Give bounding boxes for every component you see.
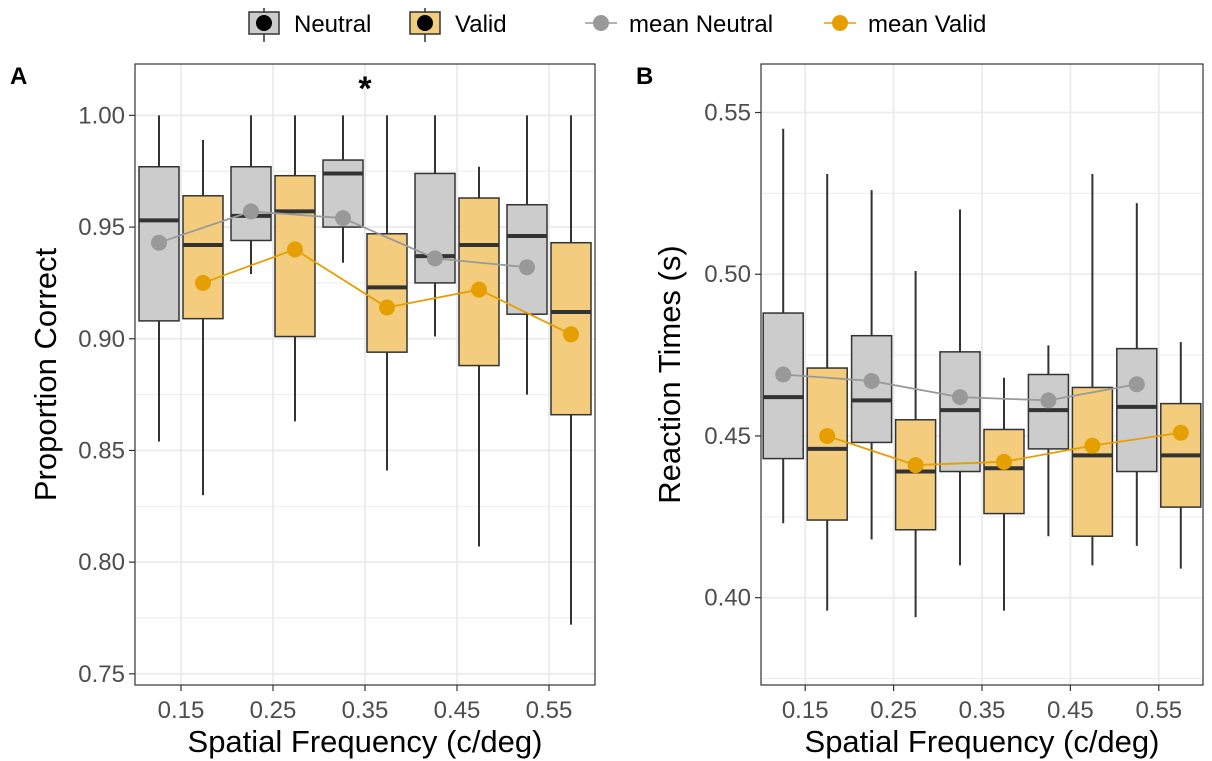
legend-item-neutral: Neutral	[248, 8, 371, 42]
legend-label-mean-neutral: mean Neutral	[629, 11, 773, 38]
box	[983, 428, 1025, 515]
y-tick-label: 0.95	[78, 214, 125, 241]
legend-label-neutral: Neutral	[294, 11, 371, 38]
x-tick-label: 0.35	[342, 697, 389, 724]
mean-valid-point-0.55	[563, 326, 579, 343]
x-tick-label: 0.35	[959, 697, 1006, 724]
legend-label-mean-valid: mean Valid	[868, 11, 986, 38]
mean-neutral-point-0.35	[952, 389, 968, 406]
box-neutral-0.15	[762, 128, 804, 524]
box-valid-0.35	[366, 115, 408, 471]
mean-valid-point-0.55	[1172, 424, 1189, 441]
box	[806, 367, 848, 521]
y-tick-label: 0.85	[78, 437, 125, 464]
legend-item-mean-neutral: mean Neutral	[585, 11, 773, 38]
box-neutral-0.25	[850, 190, 893, 540]
y-tick-label: 1.00	[78, 102, 125, 129]
box	[414, 172, 456, 284]
mean-valid-point-0.35	[996, 453, 1012, 470]
x-tick-label: 0.45	[1047, 697, 1094, 724]
x-tick-label: 0.15	[158, 697, 205, 724]
mean-neutral-point-0.25	[243, 203, 259, 220]
box	[182, 195, 224, 320]
box	[1116, 347, 1158, 473]
y-axis-title: Reaction Times (s)	[652, 245, 687, 503]
mean-valid-point-0.15	[195, 274, 211, 291]
box	[762, 312, 804, 460]
y-tick-label: 0.50	[704, 261, 751, 288]
mean-neutral-point-0.55	[1128, 376, 1145, 393]
x-tick-label: 0.25	[870, 697, 917, 724]
x-tick-label: 0.45	[434, 697, 481, 724]
mean-neutral-point-0.15	[775, 366, 792, 383]
mean-valid-point-0.15	[819, 427, 836, 444]
mean-neutral-point-0.55	[519, 259, 535, 276]
x-tick-label: 0.55	[526, 697, 573, 724]
box-valid-0.45	[1071, 173, 1114, 566]
significance-annotation: *	[358, 70, 372, 108]
legend-item-mean-valid: mean Valid	[824, 11, 986, 38]
box	[850, 334, 893, 444]
box-neutral-0.15	[138, 115, 180, 442]
x-axis-title: Spatial Frequency (c/deg)	[805, 724, 1160, 759]
y-tick-label: 0.45	[704, 423, 751, 450]
y-tick-label: 0.75	[78, 661, 125, 688]
panel-label: B	[636, 63, 653, 90]
box	[1071, 386, 1114, 537]
mean-neutral-point-0.15	[151, 234, 167, 251]
box-neutral-0.35	[939, 209, 981, 566]
mean-neutral-point-0.45	[1040, 392, 1057, 409]
mean-valid-point-0.35	[379, 299, 395, 316]
box-valid-0.45	[458, 166, 500, 547]
mean-neutral-point-0.45	[427, 250, 443, 267]
box-valid-0.55	[1160, 342, 1202, 569]
box-valid-0.15	[806, 173, 848, 611]
mean-neutral-point-0.35	[335, 210, 351, 227]
y-axis-title: Proportion Correct	[28, 247, 63, 501]
y-tick-label: 0.90	[78, 326, 125, 353]
panel-label: A	[10, 63, 27, 90]
mean-neutral-point-0.25	[863, 372, 880, 389]
box-neutral-0.55	[1116, 203, 1158, 546]
mean-valid-point-0.45	[1084, 437, 1101, 454]
legend: Neutral Valid mean Neutral mean Valid	[248, 8, 986, 42]
legend-label-valid: Valid	[455, 11, 507, 38]
x-tick-label: 0.55	[1135, 697, 1182, 724]
mean-valid-point-0.25	[907, 457, 924, 474]
mean-valid-point-0.25	[287, 241, 303, 258]
box-neutral-0.45	[1027, 345, 1070, 537]
box-valid-0.15	[182, 139, 224, 496]
box	[366, 233, 408, 353]
x-tick-label: 0.15	[782, 697, 829, 724]
y-tick-label: 0.40	[704, 585, 751, 612]
x-axis-title: Spatial Frequency (c/deg)	[188, 724, 543, 759]
legend-item-valid: Valid	[409, 8, 507, 42]
box	[894, 419, 937, 531]
x-tick-label: 0.25	[250, 697, 297, 724]
box-valid-0.25	[894, 271, 937, 618]
y-tick-label: 0.80	[78, 549, 125, 576]
panel-a: 0.75 0.80 0.85 0.90 0.95 1.00 0.15 0.25 0.35 0.45…	[10, 63, 596, 759]
box-valid-0.35	[983, 377, 1025, 611]
y-tick-label: 0.55	[704, 100, 751, 127]
mean-valid-point-0.45	[471, 281, 487, 298]
panel-b: 0.400.450.500.550.15 0.25 0.35 0.45 0.55Spat…	[636, 63, 1204, 759]
